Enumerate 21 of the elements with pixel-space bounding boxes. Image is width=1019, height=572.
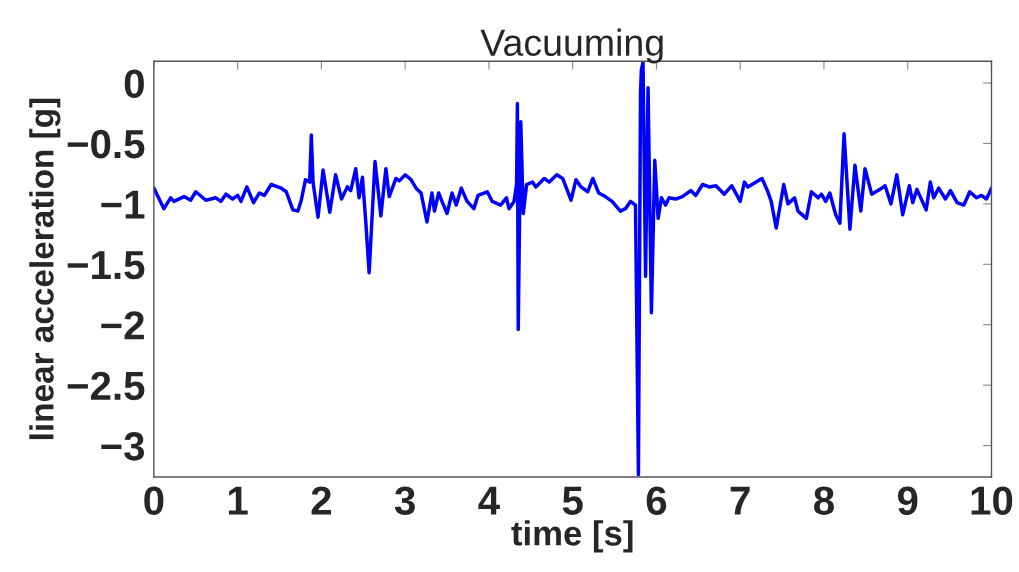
x-axis-title: time [s] [511,520,633,553]
x-tick-label: 8 [814,486,834,515]
x-tick-label: 7 [730,486,750,515]
x-tick-label: 3 [394,486,415,516]
y-tick-label: −3 [101,432,145,461]
x-tick-label: 6 [646,486,667,515]
x-tick-label: 4 [478,486,500,515]
y-tick-label: 0 [124,69,144,98]
y-tick-label: −0.5 [67,129,145,159]
x-tick-label: 9 [897,486,918,515]
x-tick-label: 0 [144,486,164,515]
x-tick-label: 2 [311,486,331,515]
y-tick-label: −1 [101,190,145,219]
y-tick-label: −1.5 [67,251,145,280]
y-tick-label: −2 [101,311,144,340]
y-tick-label: −2.5 [67,371,145,401]
x-tick-label: 1 [228,486,248,515]
y-axis-title: linear acceleration [g] [29,98,61,440]
x-tick-label: 5 [562,486,583,515]
x-tick-label: 10 [971,486,1013,515]
chart-title: Vacuuming [480,28,663,64]
